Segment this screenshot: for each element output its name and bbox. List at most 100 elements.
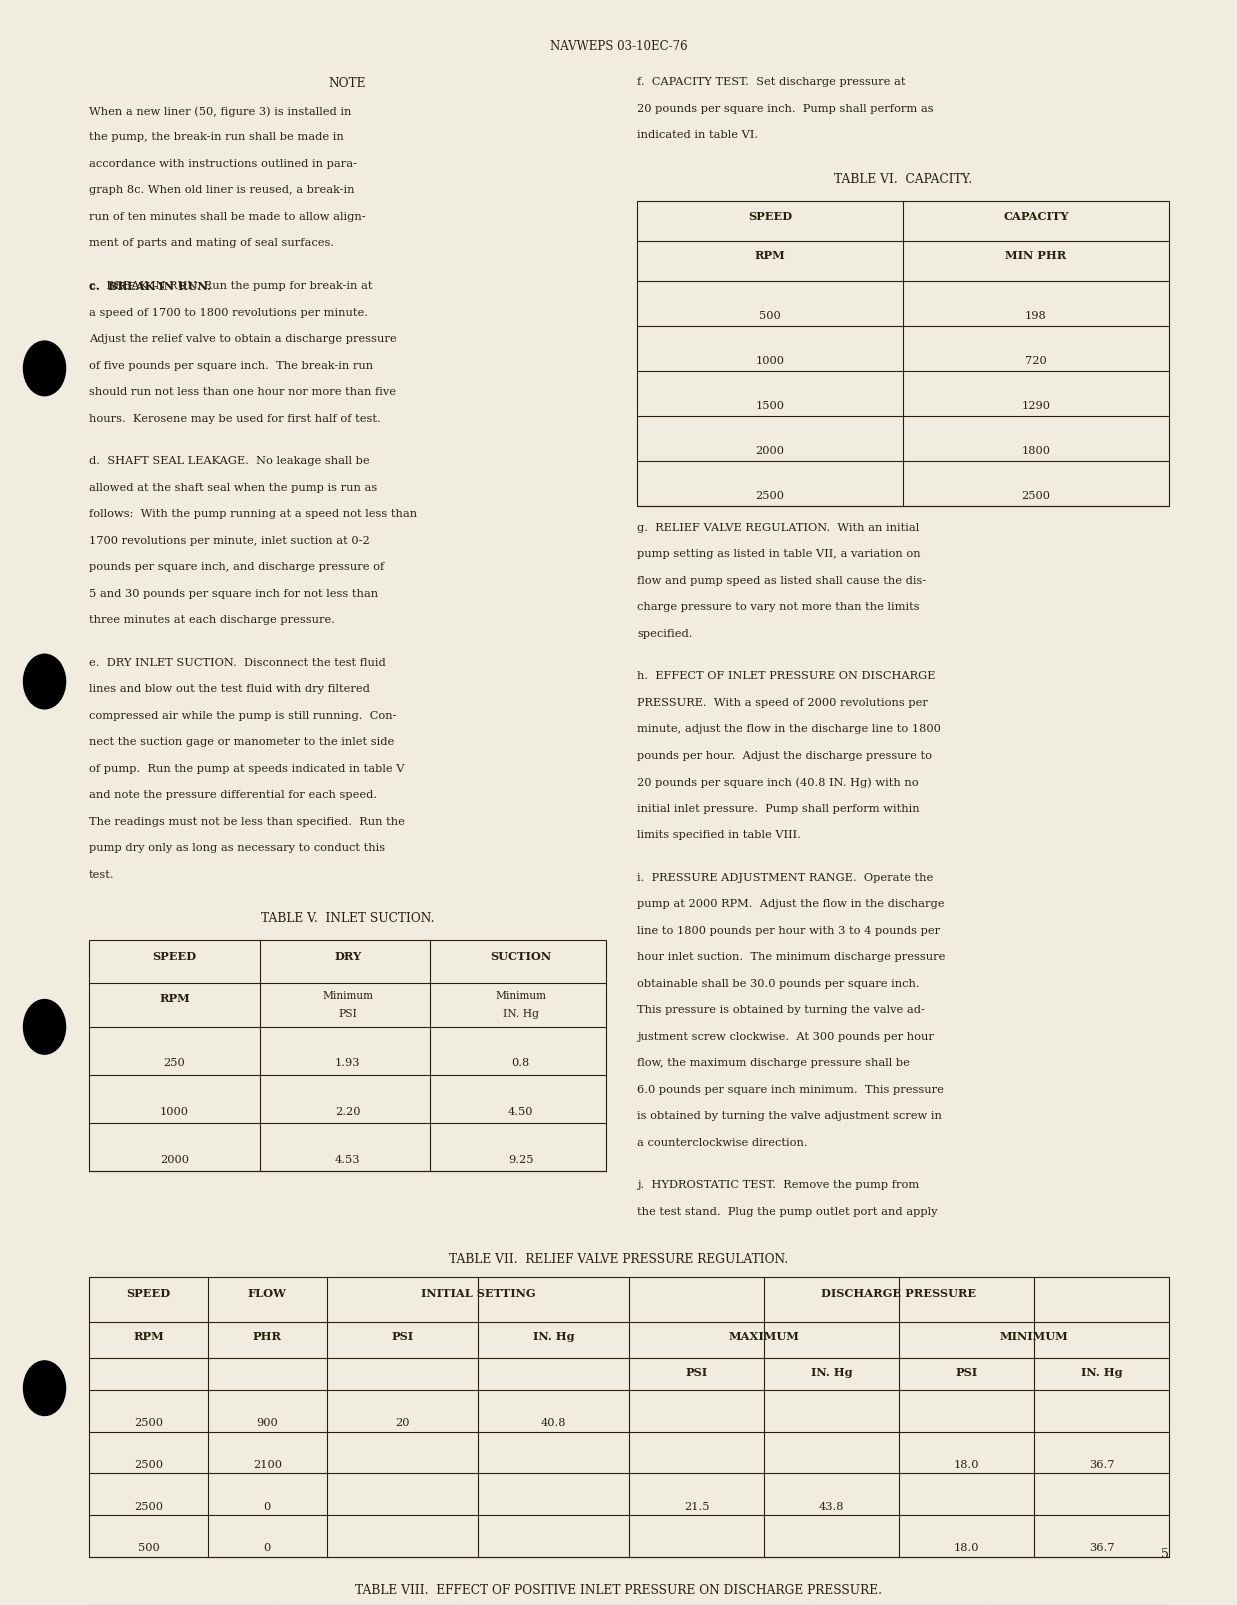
Text: 20 pounds per square inch.  Pump shall perform as: 20 pounds per square inch. Pump shall pe… xyxy=(637,103,934,114)
Text: g.  RELIEF VALVE REGULATION.  With an initial: g. RELIEF VALVE REGULATION. With an init… xyxy=(637,523,919,533)
Text: 0.8: 0.8 xyxy=(512,1058,529,1067)
Text: RPM: RPM xyxy=(755,249,785,260)
Text: Adjust the relief valve to obtain a discharge pressure: Adjust the relief valve to obtain a disc… xyxy=(89,334,397,343)
Text: 21.5: 21.5 xyxy=(684,1501,709,1510)
Text: f.  CAPACITY TEST.  Set discharge pressure at: f. CAPACITY TEST. Set discharge pressure… xyxy=(637,77,905,87)
Text: 500: 500 xyxy=(137,1542,160,1552)
Text: Minimum: Minimum xyxy=(495,990,547,1000)
Text: 18.0: 18.0 xyxy=(954,1459,980,1469)
Text: run of ten minutes shall be made to allow align-: run of ten minutes shall be made to allo… xyxy=(89,212,366,221)
Text: 5: 5 xyxy=(1162,1547,1169,1560)
Text: 40.8: 40.8 xyxy=(541,1417,567,1427)
Bar xyxy=(89,941,606,1172)
Text: IN. Hg: IN. Hg xyxy=(810,1366,852,1377)
Text: nect the suction gage or manometer to the inlet side: nect the suction gage or manometer to th… xyxy=(89,737,395,746)
Text: 720: 720 xyxy=(1025,356,1047,366)
Text: NAVWEPS 03-10EC-76: NAVWEPS 03-10EC-76 xyxy=(549,40,688,53)
Text: 2000: 2000 xyxy=(756,445,784,456)
Text: 2500: 2500 xyxy=(1022,491,1050,501)
Text: Minimum: Minimum xyxy=(322,990,374,1000)
Text: 2500: 2500 xyxy=(134,1417,163,1427)
Text: 500: 500 xyxy=(760,311,781,321)
Circle shape xyxy=(24,1000,66,1054)
Text: accordance with instructions outlined in para-: accordance with instructions outlined in… xyxy=(89,159,357,169)
Text: a speed of 1700 to 1800 revolutions per minute.: a speed of 1700 to 1800 revolutions per … xyxy=(89,307,369,318)
Text: lines and blow out the test fluid with dry filtered: lines and blow out the test fluid with d… xyxy=(89,684,370,693)
Text: 36.7: 36.7 xyxy=(1089,1542,1115,1552)
Text: DISCHARGE PRESSURE: DISCHARGE PRESSURE xyxy=(821,1287,976,1298)
Text: charge pressure to vary not more than the limits: charge pressure to vary not more than th… xyxy=(637,602,919,612)
Text: INITIAL SETTING: INITIAL SETTING xyxy=(421,1287,536,1298)
Text: pounds per square inch, and discharge pressure of: pounds per square inch, and discharge pr… xyxy=(89,562,385,571)
Text: compressed air while the pump is still running.  Con-: compressed air while the pump is still r… xyxy=(89,709,397,721)
Text: c.  BREAK-IN RUN.: c. BREAK-IN RUN. xyxy=(89,281,212,292)
Text: flow, the maximum discharge pressure shall be: flow, the maximum discharge pressure sha… xyxy=(637,1058,910,1067)
Text: pump dry only as long as necessary to conduct this: pump dry only as long as necessary to co… xyxy=(89,843,385,852)
Text: MIN PHR: MIN PHR xyxy=(1006,249,1066,260)
Text: DRY: DRY xyxy=(334,950,361,961)
Text: hours.  Kerosene may be used for first half of test.: hours. Kerosene may be used for first ha… xyxy=(89,412,381,424)
Circle shape xyxy=(24,655,66,709)
Text: the test stand.  Plug the pump outlet port and apply: the test stand. Plug the pump outlet por… xyxy=(637,1205,938,1217)
Text: should run not less than one hour nor more than five: should run not less than one hour nor mo… xyxy=(89,387,396,396)
Text: pump setting as listed in table VII, a variation on: pump setting as listed in table VII, a v… xyxy=(637,549,920,559)
Bar xyxy=(89,1278,1169,1557)
Text: RPM: RPM xyxy=(134,1331,163,1342)
Text: This pressure is obtained by turning the valve ad-: This pressure is obtained by turning the… xyxy=(637,1005,925,1014)
Text: the pump, the break-in run shall be made in: the pump, the break-in run shall be made… xyxy=(89,133,344,143)
Text: pounds per hour.  Adjust the discharge pressure to: pounds per hour. Adjust the discharge pr… xyxy=(637,750,931,761)
Text: 43.8: 43.8 xyxy=(819,1501,844,1510)
Text: hour inlet suction.  The minimum discharge pressure: hour inlet suction. The minimum discharg… xyxy=(637,952,945,961)
Text: ment of parts and mating of seal surfaces.: ment of parts and mating of seal surface… xyxy=(89,238,334,249)
Text: 198: 198 xyxy=(1025,311,1047,321)
Text: indicated in table VI.: indicated in table VI. xyxy=(637,130,758,140)
Text: 36.7: 36.7 xyxy=(1089,1459,1115,1469)
Text: MAXIMUM: MAXIMUM xyxy=(729,1331,799,1342)
Text: PSI: PSI xyxy=(338,1008,357,1018)
Text: line to 1800 pounds per hour with 3 to 4 pounds per: line to 1800 pounds per hour with 3 to 4… xyxy=(637,924,940,936)
Text: 2.20: 2.20 xyxy=(335,1106,360,1115)
Text: 1.93: 1.93 xyxy=(335,1058,360,1067)
Text: initial inlet pressure.  Pump shall perform within: initial inlet pressure. Pump shall perfo… xyxy=(637,802,919,814)
Text: 2500: 2500 xyxy=(134,1459,163,1469)
Text: 2500: 2500 xyxy=(756,491,784,501)
Text: 1000: 1000 xyxy=(160,1106,189,1115)
Text: 1800: 1800 xyxy=(1022,445,1050,456)
Text: 2100: 2100 xyxy=(252,1459,282,1469)
Text: CAPACITY: CAPACITY xyxy=(1003,210,1069,221)
Text: TABLE V.  INLET SUCTION.: TABLE V. INLET SUCTION. xyxy=(261,912,434,924)
Text: minute, adjust the flow in the discharge line to 1800: minute, adjust the flow in the discharge… xyxy=(637,724,941,733)
Text: limits specified in table VIII.: limits specified in table VIII. xyxy=(637,830,800,839)
Text: 1000: 1000 xyxy=(756,356,784,366)
Text: FLOW: FLOW xyxy=(247,1287,287,1298)
Text: 1700 revolutions per minute, inlet suction at 0-2: 1700 revolutions per minute, inlet sucti… xyxy=(89,534,370,546)
Text: PSI: PSI xyxy=(391,1331,413,1342)
Text: 4.53: 4.53 xyxy=(335,1154,360,1164)
Text: three minutes at each discharge pressure.: three minutes at each discharge pressure… xyxy=(89,615,335,624)
Text: i.  PRESSURE ADJUSTMENT RANGE.  Operate the: i. PRESSURE ADJUSTMENT RANGE. Operate th… xyxy=(637,872,933,883)
Text: SPEED: SPEED xyxy=(126,1287,171,1298)
Text: RPM: RPM xyxy=(160,992,189,1003)
Text: 0: 0 xyxy=(263,1501,271,1510)
Circle shape xyxy=(24,342,66,396)
Text: pump at 2000 RPM.  Adjust the flow in the discharge: pump at 2000 RPM. Adjust the flow in the… xyxy=(637,899,945,908)
Text: is obtained by turning the valve adjustment screw in: is obtained by turning the valve adjustm… xyxy=(637,1111,941,1120)
Text: d.  SHAFT SEAL LEAKAGE.  No leakage shall be: d. SHAFT SEAL LEAKAGE. No leakage shall … xyxy=(89,456,370,465)
Text: PHR: PHR xyxy=(252,1331,282,1342)
Text: and note the pressure differential for each speed.: and note the pressure differential for e… xyxy=(89,790,377,799)
Text: of pump.  Run the pump at speeds indicated in table V: of pump. Run the pump at speeds indicate… xyxy=(89,762,404,774)
Text: 900: 900 xyxy=(256,1417,278,1427)
Text: flow and pump speed as listed shall cause the dis-: flow and pump speed as listed shall caus… xyxy=(637,575,927,586)
Text: 2500: 2500 xyxy=(134,1501,163,1510)
Text: TABLE VIII.  EFFECT OF POSITIVE INLET PRESSURE ON DISCHARGE PRESSURE.: TABLE VIII. EFFECT OF POSITIVE INLET PRE… xyxy=(355,1583,882,1595)
Text: MINIMUM: MINIMUM xyxy=(999,1331,1069,1342)
Text: a counterclockwise direction.: a counterclockwise direction. xyxy=(637,1136,808,1148)
Text: The readings must not be less than specified.  Run the: The readings must not be less than speci… xyxy=(89,815,404,827)
Text: IN. Hg: IN. Hg xyxy=(533,1331,574,1342)
Text: PSI: PSI xyxy=(685,1366,708,1377)
Text: TABLE VII.  RELIEF VALVE PRESSURE REGULATION.: TABLE VII. RELIEF VALVE PRESSURE REGULAT… xyxy=(449,1252,788,1265)
Text: TABLE VI.  CAPACITY.: TABLE VI. CAPACITY. xyxy=(834,172,972,186)
Text: h.  EFFECT OF INLET PRESSURE ON DISCHARGE: h. EFFECT OF INLET PRESSURE ON DISCHARGE xyxy=(637,671,935,681)
Text: PRESSURE.  With a speed of 2000 revolutions per: PRESSURE. With a speed of 2000 revolutio… xyxy=(637,697,928,708)
Text: When a new liner (50, figure 3) is installed in: When a new liner (50, figure 3) is insta… xyxy=(89,106,351,117)
